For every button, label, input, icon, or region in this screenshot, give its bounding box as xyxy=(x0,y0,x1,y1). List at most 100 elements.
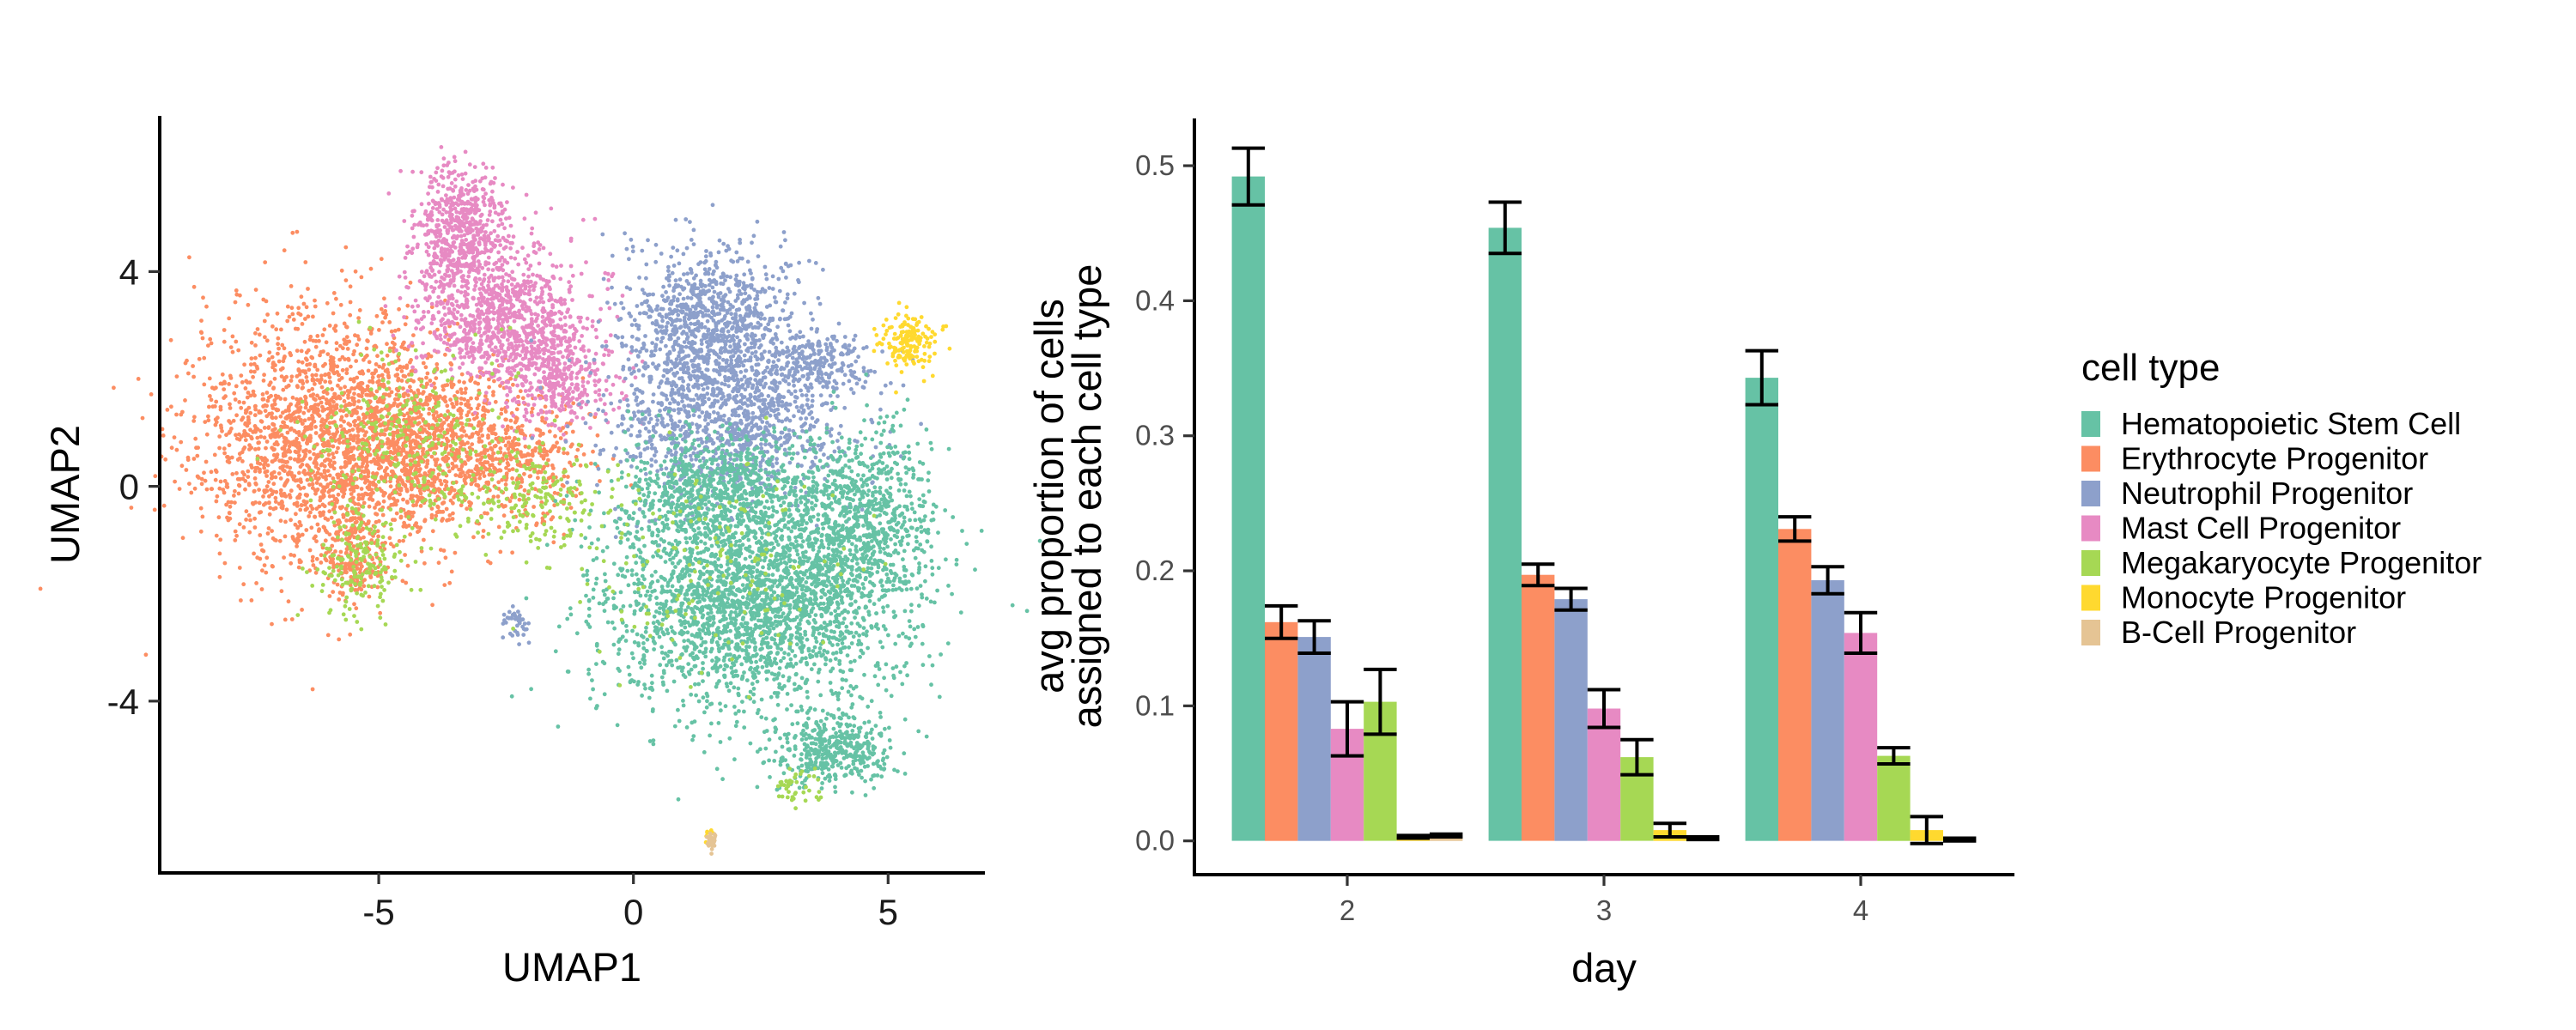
umap-point xyxy=(488,209,493,214)
umap-point xyxy=(477,439,482,444)
umap-point xyxy=(459,427,464,433)
umap-point xyxy=(325,401,329,406)
umap-point xyxy=(590,318,595,324)
umap-point xyxy=(173,479,178,484)
umap-point xyxy=(474,302,479,307)
umap-point xyxy=(325,439,331,444)
umap-point xyxy=(464,238,469,242)
umap-point xyxy=(553,444,557,449)
umap-point xyxy=(576,315,581,320)
umap-point xyxy=(519,431,523,435)
umap-point xyxy=(337,637,342,642)
umap-point xyxy=(334,296,338,301)
umap-point xyxy=(261,397,266,402)
umap-point xyxy=(480,433,485,438)
umap-point xyxy=(291,536,295,542)
umap-point xyxy=(303,425,308,430)
umap-point xyxy=(169,445,174,451)
umap-point xyxy=(313,431,319,435)
umap-point xyxy=(313,298,317,303)
umap-point xyxy=(567,289,572,294)
umap-point xyxy=(421,360,426,366)
umap-point xyxy=(491,295,496,300)
umap-point xyxy=(303,451,308,457)
umap-point xyxy=(593,390,598,395)
umap-point xyxy=(351,402,356,407)
umap-point xyxy=(505,337,510,342)
umap-point xyxy=(547,429,552,434)
umap-point xyxy=(313,406,317,411)
umap-point xyxy=(282,248,287,253)
umap-point xyxy=(300,608,304,612)
umap-point xyxy=(507,334,512,339)
umap-point xyxy=(401,459,406,464)
umap-point xyxy=(383,491,387,496)
umap-point xyxy=(426,310,431,314)
umap-point xyxy=(418,504,423,508)
umap-point xyxy=(433,416,438,421)
umap-point xyxy=(248,410,253,415)
umap-point xyxy=(307,548,313,553)
umap-point xyxy=(440,517,445,521)
umap-point xyxy=(471,250,476,255)
umap-point xyxy=(405,563,410,568)
umap-point xyxy=(551,351,556,355)
umap-point xyxy=(558,276,563,282)
umap-point xyxy=(435,228,440,233)
umap-point xyxy=(451,203,455,208)
umap-point xyxy=(522,471,526,476)
umap-point xyxy=(593,412,598,416)
umap-point xyxy=(365,459,369,464)
umap-point xyxy=(220,372,225,377)
umap-point xyxy=(467,270,471,275)
umap-point xyxy=(427,272,432,277)
umap-point xyxy=(341,515,346,519)
umap-point xyxy=(500,380,504,385)
umap-point xyxy=(246,421,252,426)
umap-point xyxy=(491,180,496,185)
umap-point xyxy=(417,434,422,439)
umap-point xyxy=(317,476,321,481)
umap-point xyxy=(566,307,571,312)
umap-point xyxy=(524,260,529,265)
umap-point xyxy=(531,283,535,288)
umap-point xyxy=(471,356,477,361)
umap-point xyxy=(436,414,441,419)
umap-point xyxy=(447,161,451,165)
umap-point xyxy=(361,500,367,506)
umap-point xyxy=(208,394,212,398)
umap-point xyxy=(457,196,461,201)
umap-point xyxy=(136,377,141,381)
umap-point xyxy=(427,201,431,206)
umap-point xyxy=(191,457,197,461)
umap-point xyxy=(252,369,257,374)
umap-point xyxy=(399,478,404,482)
umap-point xyxy=(519,284,523,289)
umap-point xyxy=(500,356,505,360)
umap-point xyxy=(491,201,495,206)
umap-point xyxy=(278,488,283,493)
umap-point xyxy=(335,370,339,374)
umap-point xyxy=(464,433,469,438)
umap-point xyxy=(242,428,247,433)
umap-point xyxy=(532,505,536,509)
umap-point xyxy=(236,348,241,353)
umap-point xyxy=(266,358,270,363)
umap-point xyxy=(234,384,239,389)
umap-point xyxy=(404,467,409,472)
umap-point xyxy=(575,447,580,452)
umap-point xyxy=(220,428,224,433)
umap-point xyxy=(408,468,413,472)
umap-point xyxy=(503,443,508,448)
umap-point xyxy=(452,154,457,160)
umap-point xyxy=(254,364,259,369)
umap-point xyxy=(456,203,460,208)
umap-point xyxy=(496,377,501,382)
umap-point xyxy=(184,468,189,472)
umap-point xyxy=(198,506,204,511)
umap-point xyxy=(252,516,257,521)
umap-point xyxy=(460,339,465,344)
umap-point xyxy=(442,583,447,587)
umap-point xyxy=(426,191,430,197)
umap-point xyxy=(556,449,561,454)
